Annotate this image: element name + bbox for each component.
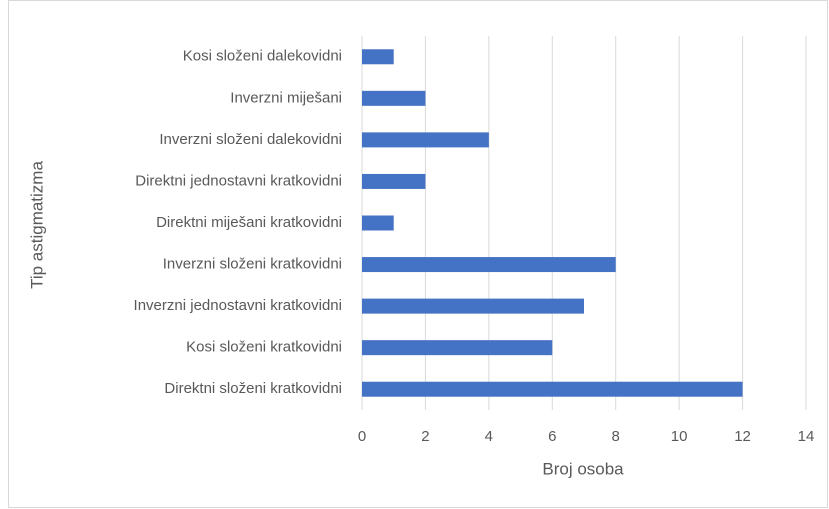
x-tick-label: 0 xyxy=(358,428,366,445)
y-tick-label: Inverzni jednostavni kratkovidni xyxy=(134,297,342,314)
x-tick-label: 10 xyxy=(671,428,688,445)
x-tick-label: 2 xyxy=(421,428,429,445)
y-tick-label: Direktni miješani kratkovidni xyxy=(156,214,342,231)
bar xyxy=(362,215,394,231)
y-axis-label: Tip astigmatizma xyxy=(27,161,46,289)
y-tick-label: Kosi složeni dalekovidni xyxy=(183,48,342,65)
x-tick-label: 14 xyxy=(798,428,815,445)
bar xyxy=(362,173,426,189)
y-tick-label: Inverzni složeni dalekovidni xyxy=(159,131,342,148)
y-tick-label: Inverzni miješani xyxy=(230,89,342,106)
x-axis-label: Broj osoba xyxy=(542,459,624,478)
bar xyxy=(362,90,426,106)
y-tick-label: Direktni složeni kratkovidni xyxy=(164,380,342,397)
y-tick-label: Direktni jednostavni kratkovidni xyxy=(135,172,342,189)
x-tick-label: 4 xyxy=(485,428,493,445)
bar xyxy=(362,381,743,397)
chart-frame xyxy=(8,0,828,508)
bar xyxy=(362,257,616,273)
y-tick-label: Kosi složeni kratkovidni xyxy=(186,339,342,356)
x-tick-label: 6 xyxy=(548,428,556,445)
bar xyxy=(362,132,489,148)
x-tick-label: 12 xyxy=(734,428,751,445)
y-tick-label: Inverzni složeni kratkovidni xyxy=(163,256,342,273)
bar xyxy=(362,49,394,65)
bar xyxy=(362,298,584,314)
bar xyxy=(362,340,553,356)
x-tick-label: 8 xyxy=(612,428,620,445)
